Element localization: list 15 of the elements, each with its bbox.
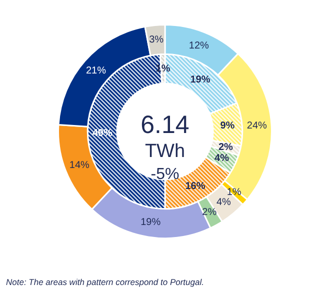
data-label: 12%: [188, 40, 210, 52]
data-label: 4%: [216, 197, 232, 208]
text: -5%: [150, 166, 180, 183]
data-label: 19%: [140, 217, 161, 228]
data-label: 2%: [218, 142, 234, 153]
text: Note: The areas with pattern correspond to Portugal.: [6, 277, 204, 287]
data-label: 24%: [246, 120, 267, 132]
data-label: 3%: [149, 34, 164, 46]
data-label: 14%: [69, 160, 90, 172]
text: TWh: [144, 141, 186, 163]
data-label: 19%: [190, 74, 210, 86]
data-label: 9%: [220, 120, 235, 132]
data-label: 4%: [214, 152, 230, 164]
data-label: 21%: [86, 65, 106, 76]
text: 6.14: [140, 111, 190, 140]
